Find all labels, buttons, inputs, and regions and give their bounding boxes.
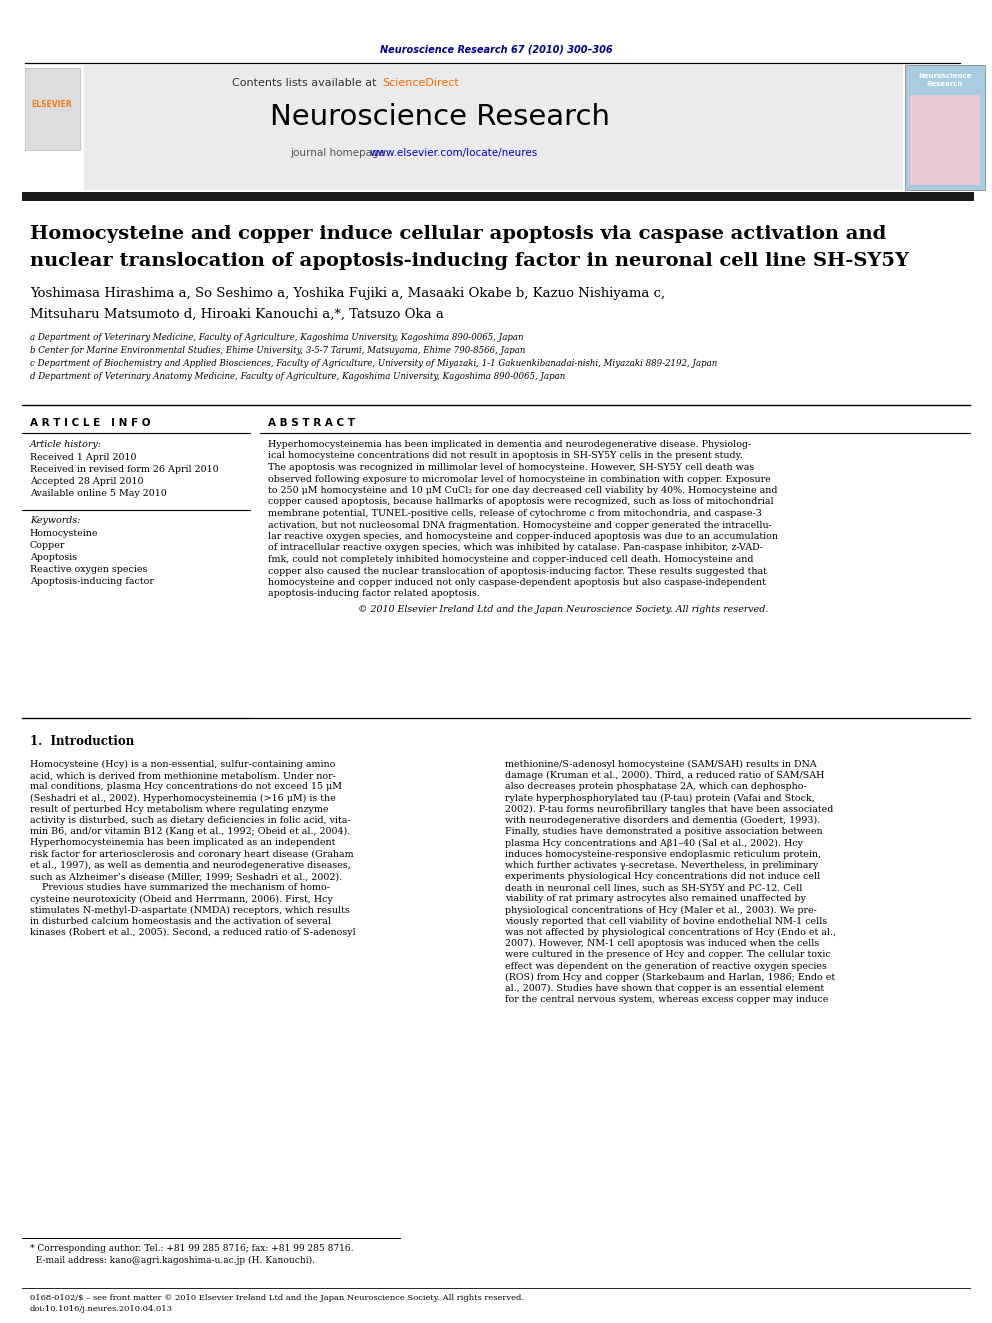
- Text: Reactive oxygen species: Reactive oxygen species: [30, 565, 148, 574]
- Text: Received 1 April 2010: Received 1 April 2010: [30, 452, 137, 462]
- Text: al., 2007). Studies have shown that copper is an essential element: al., 2007). Studies have shown that copp…: [505, 984, 824, 994]
- Text: stimulates N-methyl-D-aspartate (NMDA) receptors, which results: stimulates N-methyl-D-aspartate (NMDA) r…: [30, 906, 350, 914]
- Bar: [63, 65, 903, 191]
- Text: kinases (Robert et al., 2005). Second, a reduced ratio of S-adenosyl: kinases (Robert et al., 2005). Second, a…: [30, 927, 356, 937]
- Text: viously reported that cell viability of bovine endothelial NM-1 cells: viously reported that cell viability of …: [505, 917, 827, 926]
- Text: rylate hyperphosphorylated tau (P-tau) protein (Vafai and Stock,: rylate hyperphosphorylated tau (P-tau) p…: [505, 794, 814, 803]
- Text: membrane potential, TUNEL-positive cells, release of cytochrome c from mitochond: membrane potential, TUNEL-positive cells…: [268, 509, 762, 519]
- Text: Copper: Copper: [30, 541, 65, 550]
- Text: ical homocysteine concentrations did not result in apoptosis in SH-SY5Y cells in: ical homocysteine concentrations did not…: [268, 451, 743, 460]
- Text: doi:10.1016/j.neures.2010.04.013: doi:10.1016/j.neures.2010.04.013: [30, 1304, 173, 1312]
- Text: Received in revised form 26 April 2010: Received in revised form 26 April 2010: [30, 464, 218, 474]
- Text: to 250 μM homocysteine and 10 μM CuCl₂ for one day decreased cell viability by 4: to 250 μM homocysteine and 10 μM CuCl₂ f…: [268, 486, 778, 495]
- Text: © 2010 Elsevier Ireland Ltd and the Japan Neuroscience Society. All rights reser: © 2010 Elsevier Ireland Ltd and the Japa…: [358, 605, 769, 614]
- Text: plasma Hcy concentrations and Aβ1–40 (Sal et al., 2002). Hcy: plasma Hcy concentrations and Aβ1–40 (Sa…: [505, 839, 803, 848]
- Text: 2007). However, NM-1 cell apoptosis was induced when the cells: 2007). However, NM-1 cell apoptosis was …: [505, 939, 819, 949]
- Text: activation, but not nucleosomal DNA fragmentation. Homocysteine and copper gener: activation, but not nucleosomal DNA frag…: [268, 520, 772, 529]
- Text: A B S T R A C T: A B S T R A C T: [268, 418, 355, 429]
- Text: experiments physiological Hcy concentrations did not induce cell: experiments physiological Hcy concentrat…: [505, 872, 820, 881]
- Text: mal conditions, plasma Hcy concentrations do not exceed 15 μM: mal conditions, plasma Hcy concentration…: [30, 782, 342, 791]
- Text: result of perturbed Hcy metabolism where regulating enzyme: result of perturbed Hcy metabolism where…: [30, 804, 328, 814]
- Text: Apoptosis-inducing factor: Apoptosis-inducing factor: [30, 577, 154, 586]
- Text: E-mail address: kano@agri.kagoshima-u.ac.jp (H. Kanouchi).: E-mail address: kano@agri.kagoshima-u.ac…: [30, 1256, 315, 1265]
- Text: homocysteine and copper induced not only caspase-dependent apoptosis but also ca: homocysteine and copper induced not only…: [268, 578, 766, 587]
- Text: ELSEVIER: ELSEVIER: [32, 101, 72, 108]
- Bar: [22, 65, 84, 191]
- Bar: [910, 95, 980, 185]
- Text: A R T I C L E   I N F O: A R T I C L E I N F O: [30, 418, 151, 429]
- Text: Yoshimasa Hirashima a, So Seshimo a, Yoshika Fujiki a, Masaaki Okabe b, Kazuo Ni: Yoshimasa Hirashima a, So Seshimo a, Yos…: [30, 287, 665, 300]
- Text: Available online 5 May 2010: Available online 5 May 2010: [30, 490, 167, 497]
- Text: copper caused apoptosis, because hallmarks of apoptosis were recognized, such as: copper caused apoptosis, because hallmar…: [268, 497, 774, 507]
- Text: The apoptosis was recognized in millimolar level of homocysteine. However, SH-SY: The apoptosis was recognized in millimol…: [268, 463, 754, 472]
- Text: Hyperhomocysteinemia has been implicated as an independent: Hyperhomocysteinemia has been implicated…: [30, 839, 335, 848]
- Text: (Seshadri et al., 2002). Hyperhomocysteinemia (>16 μM) is the: (Seshadri et al., 2002). Hyperhomocystei…: [30, 794, 335, 803]
- Text: Homocysteine (Hcy) is a non-essential, sulfur-containing amino: Homocysteine (Hcy) is a non-essential, s…: [30, 759, 335, 769]
- Text: were cultured in the presence of Hcy and copper. The cellular toxic: were cultured in the presence of Hcy and…: [505, 950, 830, 959]
- Text: nuclear translocation of apoptosis-inducing factor in neuronal cell line SH-SY5Y: nuclear translocation of apoptosis-induc…: [30, 251, 909, 270]
- Text: activity is disturbed, such as dietary deficiencies in folic acid, vita-: activity is disturbed, such as dietary d…: [30, 816, 350, 826]
- Text: Homocysteine and copper induce cellular apoptosis via caspase activation and: Homocysteine and copper induce cellular …: [30, 225, 886, 243]
- Text: c Department of Biochemistry and Applied Biosciences, Faculty of Agriculture, Un: c Department of Biochemistry and Applied…: [30, 359, 717, 368]
- Text: damage (Kruman et al., 2000). Third, a reduced ratio of SAM/SAH: damage (Kruman et al., 2000). Third, a r…: [505, 771, 824, 781]
- Text: also decreases protein phosphatase 2A, which can dephospho-: also decreases protein phosphatase 2A, w…: [505, 782, 806, 791]
- Bar: [22, 192, 974, 201]
- Text: apoptosis-inducing factor related apoptosis.: apoptosis-inducing factor related apopto…: [268, 590, 480, 598]
- Text: viability of rat primary astrocytes also remained unaffected by: viability of rat primary astrocytes also…: [505, 894, 806, 904]
- Text: fmk, could not completely inhibited homocysteine and copper-induced cell death. : fmk, could not completely inhibited homo…: [268, 556, 754, 564]
- Text: www.elsevier.com/locate/neures: www.elsevier.com/locate/neures: [370, 148, 539, 157]
- Text: in disturbed calcium homeostasis and the activation of several: in disturbed calcium homeostasis and the…: [30, 917, 331, 926]
- Text: journal homepage:: journal homepage:: [290, 148, 392, 157]
- Text: Mitsuharu Matsumoto d, Hiroaki Kanouchi a,*, Tatsuzo Oka a: Mitsuharu Matsumoto d, Hiroaki Kanouchi …: [30, 308, 443, 321]
- Text: of intracellular reactive oxygen species, which was inhibited by catalase. Pan-c: of intracellular reactive oxygen species…: [268, 544, 763, 553]
- Text: Keywords:: Keywords:: [30, 516, 80, 525]
- Text: for the central nervous system, whereas excess copper may induce: for the central nervous system, whereas …: [505, 995, 828, 1004]
- Text: lar reactive oxygen species, and homocysteine and copper-induced apoptosis was d: lar reactive oxygen species, and homocys…: [268, 532, 778, 541]
- Text: * Corresponding author. Tel.: +81 99 285 8716; fax: +81 99 285 8716.: * Corresponding author. Tel.: +81 99 285…: [30, 1244, 353, 1253]
- Bar: [25, 67, 80, 149]
- Text: 2002). P-tau forms neurofibrillary tangles that have been associated: 2002). P-tau forms neurofibrillary tangl…: [505, 804, 833, 814]
- Text: b Center for Marine Environmental Studies, Ehime University, 3-5-7 Tarumi, Matsu: b Center for Marine Environmental Studie…: [30, 347, 526, 355]
- Text: 0168-0102/$ – see front matter © 2010 Elsevier Ireland Ltd and the Japan Neurosc: 0168-0102/$ – see front matter © 2010 El…: [30, 1294, 524, 1302]
- Text: effect was dependent on the generation of reactive oxygen species: effect was dependent on the generation o…: [505, 962, 827, 971]
- Text: ScienceDirect: ScienceDirect: [382, 78, 458, 89]
- Text: min B6, and/or vitamin B12 (Kang et al., 1992; Obeid et al., 2004).: min B6, and/or vitamin B12 (Kang et al.,…: [30, 827, 350, 836]
- Text: Hyperhomocysteinemia has been implicated in dementia and neurodegenerative disea: Hyperhomocysteinemia has been implicated…: [268, 441, 751, 448]
- Text: Neuroscience Research: Neuroscience Research: [270, 103, 610, 131]
- Text: Previous studies have summarized the mechanism of homo-: Previous studies have summarized the mec…: [30, 884, 330, 892]
- Text: Homocysteine: Homocysteine: [30, 529, 98, 538]
- Text: with neurodegenerative disorders and dementia (Goedert, 1993).: with neurodegenerative disorders and dem…: [505, 816, 820, 826]
- Text: et al., 1997), as well as dementia and neurodegenerative diseases,: et al., 1997), as well as dementia and n…: [30, 861, 351, 871]
- Bar: [905, 65, 985, 191]
- Text: induces homocysteine-responsive endoplasmic reticulum protein,: induces homocysteine-responsive endoplas…: [505, 849, 821, 859]
- Text: 1.  Introduction: 1. Introduction: [30, 736, 134, 747]
- Text: a Department of Veterinary Medicine, Faculty of Agriculture, Kagoshima Universit: a Department of Veterinary Medicine, Fac…: [30, 333, 524, 343]
- Text: Article history:: Article history:: [30, 441, 102, 448]
- Text: observed following exposure to micromolar level of homocysteine in combination w: observed following exposure to micromola…: [268, 475, 771, 483]
- Text: Contents lists available at: Contents lists available at: [232, 78, 380, 89]
- Text: Apoptosis: Apoptosis: [30, 553, 77, 562]
- Text: acid, which is derived from methionine metabolism. Under nor-: acid, which is derived from methionine m…: [30, 771, 336, 781]
- Text: (ROS) from Hcy and copper (Starkebaum and Harlan, 1986; Endo et: (ROS) from Hcy and copper (Starkebaum an…: [505, 972, 835, 982]
- Text: was not affected by physiological concentrations of Hcy (Endo et al.,: was not affected by physiological concen…: [505, 927, 836, 937]
- Text: copper also caused the nuclear translocation of apoptosis-inducing factor. These: copper also caused the nuclear transloca…: [268, 566, 767, 576]
- Text: which further activates γ-secretase. Nevertheless, in preliminary: which further activates γ-secretase. Nev…: [505, 861, 818, 869]
- Text: Neuroscience
Research: Neuroscience Research: [919, 73, 972, 87]
- Text: such as Alzheimer’s disease (Miller, 1999; Seshadri et al., 2002).: such as Alzheimer’s disease (Miller, 199…: [30, 872, 342, 881]
- Text: physiological concentrations of Hcy (Maler et al., 2003). We pre-: physiological concentrations of Hcy (Mal…: [505, 906, 816, 914]
- Text: risk factor for arteriosclerosis and coronary heart disease (Graham: risk factor for arteriosclerosis and cor…: [30, 849, 353, 859]
- Text: Finally, studies have demonstrated a positive association between: Finally, studies have demonstrated a pos…: [505, 827, 822, 836]
- Text: Neuroscience Research 67 (2010) 300–306: Neuroscience Research 67 (2010) 300–306: [380, 45, 612, 56]
- Text: death in neuronal cell lines, such as SH-SY5Y and PC-12. Cell: death in neuronal cell lines, such as SH…: [505, 884, 803, 892]
- Text: Accepted 28 April 2010: Accepted 28 April 2010: [30, 478, 144, 486]
- Text: d Department of Veterinary Anatomy Medicine, Faculty of Agriculture, Kagoshima U: d Department of Veterinary Anatomy Medic…: [30, 372, 565, 381]
- Text: cysteine neurotoxicity (Obeid and Herrmann, 2006). First, Hcy: cysteine neurotoxicity (Obeid and Herrma…: [30, 894, 333, 904]
- Text: methionine/S-adenosyl homocysteine (SAM/SAH) results in DNA: methionine/S-adenosyl homocysteine (SAM/…: [505, 759, 816, 769]
